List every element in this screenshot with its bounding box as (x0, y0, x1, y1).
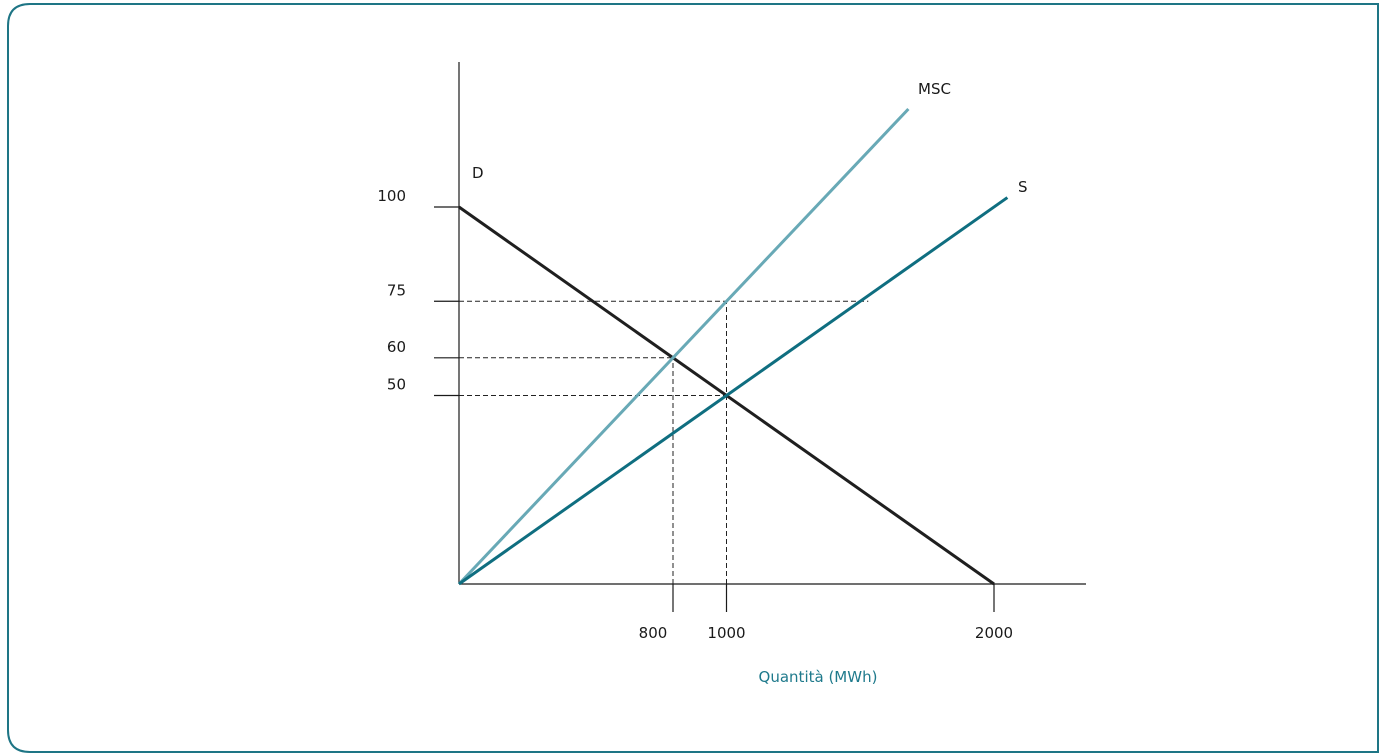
series-label-s: S (1018, 178, 1028, 196)
plot-area: 50 60 75 100 800 1000 2000 D MSC S Quantità (MWh) (377, 62, 1086, 686)
x-tick-label: 800 (639, 624, 668, 642)
y-tick-label: 100 (377, 187, 406, 205)
x-tick-label: 2000 (975, 624, 1013, 642)
y-tick-label: 60 (387, 338, 406, 356)
series-line-msc (457, 107, 910, 586)
series-line-s (458, 196, 1009, 586)
series-label-msc: MSC (918, 80, 951, 98)
y-tick-label: 75 (387, 281, 406, 299)
x-tick-label: 1000 (707, 624, 745, 642)
x-axis-title: Quantità (MWh) (759, 668, 878, 686)
series-label-d: D (472, 164, 484, 182)
rounded-frame-border (7, 3, 1379, 753)
y-tick-label: 50 (387, 376, 406, 394)
